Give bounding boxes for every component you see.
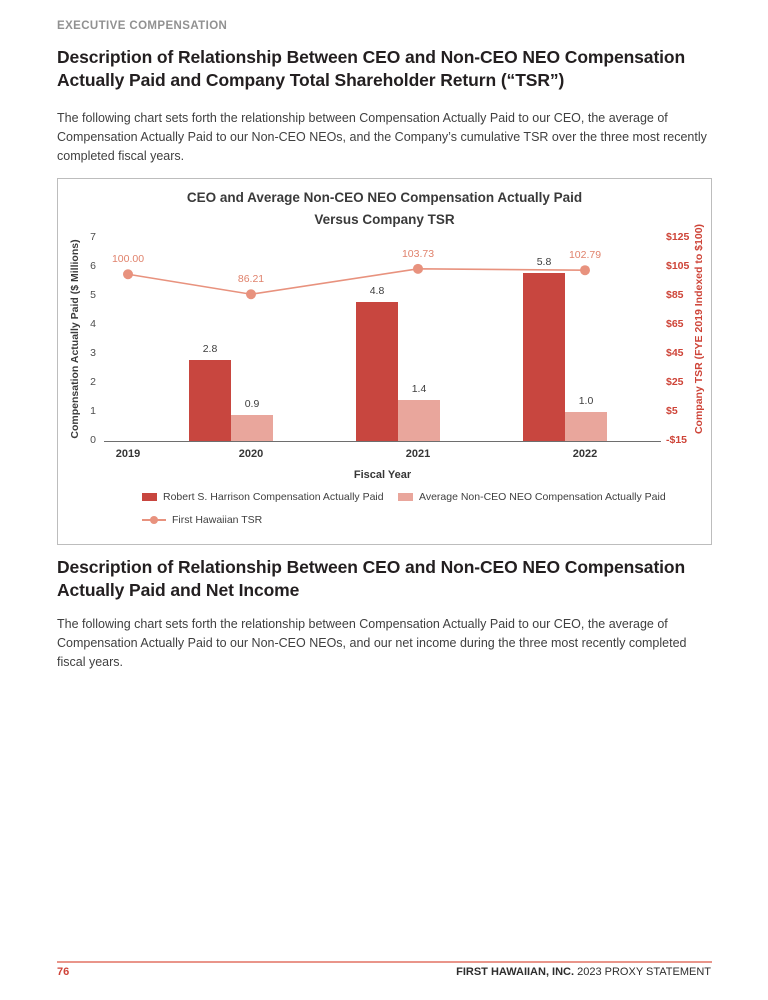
chart-title-line2: Versus Company TSR [314,212,455,227]
y-tick-left: 0 [90,434,96,446]
y-tick-right: $45 [666,347,684,359]
legend-item: Robert S. Harrison Compensation Actually… [142,491,384,503]
y-tick-right: $25 [666,376,684,388]
y-tick-left: 6 [90,260,96,272]
bar-value-label: 4.8 [369,284,385,297]
x-axis-line [104,441,661,442]
legend-item: First Hawaiian TSR [142,514,262,526]
bar-value-label: 1.0 [578,395,594,407]
y-tick-left: 2 [90,376,96,388]
bar-value-label: 2.8 [202,342,218,355]
section-body-net-income: The following chart sets forth the relat… [57,617,687,669]
section-title-net-income: Description of Relationship Between CEO … [57,557,686,601]
y-tick-right: $125 [666,231,690,243]
footer-document: 2023 PROXY STATEMENT [577,966,711,978]
non-ceo-bar [398,400,440,441]
page-number: 76 [57,966,70,978]
x-tick-year: 2020 [238,448,264,460]
compensation-tsr-chart: CEO and Average Non-CEO NEO Compensation… [57,178,712,545]
x-tick-year: 2019 [115,448,141,460]
y-tick-right: $5 [666,405,678,417]
tsr-marker [246,289,256,300]
tsr-marker [413,263,423,274]
y-tick-left: 1 [90,405,96,417]
y-tick-right: -$15 [666,434,688,446]
tsr-value-label: 102.79 [568,249,602,262]
footer-rule [57,961,712,963]
bar-value-label: 5.8 [536,255,552,268]
y-tick-left: 4 [90,318,96,330]
y-tick-right: $105 [666,260,690,272]
section-eyebrow: EXECUTIVE COMPENSATION [57,20,228,32]
bar-value-label: 0.9 [244,397,260,410]
non-ceo-bar [565,412,607,441]
legend-label: First Hawaiian TSR [172,514,263,526]
legend-line-marker-icon [142,515,166,524]
chart-title-line1: CEO and Average Non-CEO NEO Compensation… [186,190,583,205]
legend-label: Robert S. Harrison Compensation Actually… [163,491,384,503]
x-tick-year: 2021 [405,448,431,460]
legend-swatch-icon [398,493,413,501]
legend-item: Average Non-CEO NEO Compensation Actuall… [398,491,666,503]
tsr-value-label: 103.73 [401,247,435,260]
tsr-marker [123,269,133,280]
y-tick-left: 7 [90,231,96,243]
section-title-tsr: Description of Relationship Between CEO … [57,47,686,91]
y-tick-right: $65 [666,318,684,330]
legend-swatch-icon [142,493,157,501]
legend-label: Average Non-CEO NEO Compensation Actuall… [419,491,666,503]
section-body-tsr: The following chart sets forth the relat… [57,111,707,163]
ceo-bar [189,359,231,441]
x-axis-title: Fiscal Year [353,469,412,481]
footer-text: FIRST HAWAIIAN, INC. 2023 PROXY STATEMEN… [456,966,711,978]
y-tick-right: $85 [666,289,684,301]
y-tick-left: 3 [90,347,96,359]
tsr-value-label: 100.00 [111,253,145,266]
ceo-bar [356,301,398,441]
y-tick-left: 5 [90,289,96,301]
footer-company: FIRST HAWAIIAN, INC. [456,966,575,978]
x-tick-year: 2022 [572,448,598,460]
non-ceo-bar [231,414,273,441]
tsr-value-label: 86.21 [237,273,265,286]
tsr-marker [580,265,590,276]
bar-value-label: 1.4 [411,383,427,396]
ceo-bar [523,272,565,441]
